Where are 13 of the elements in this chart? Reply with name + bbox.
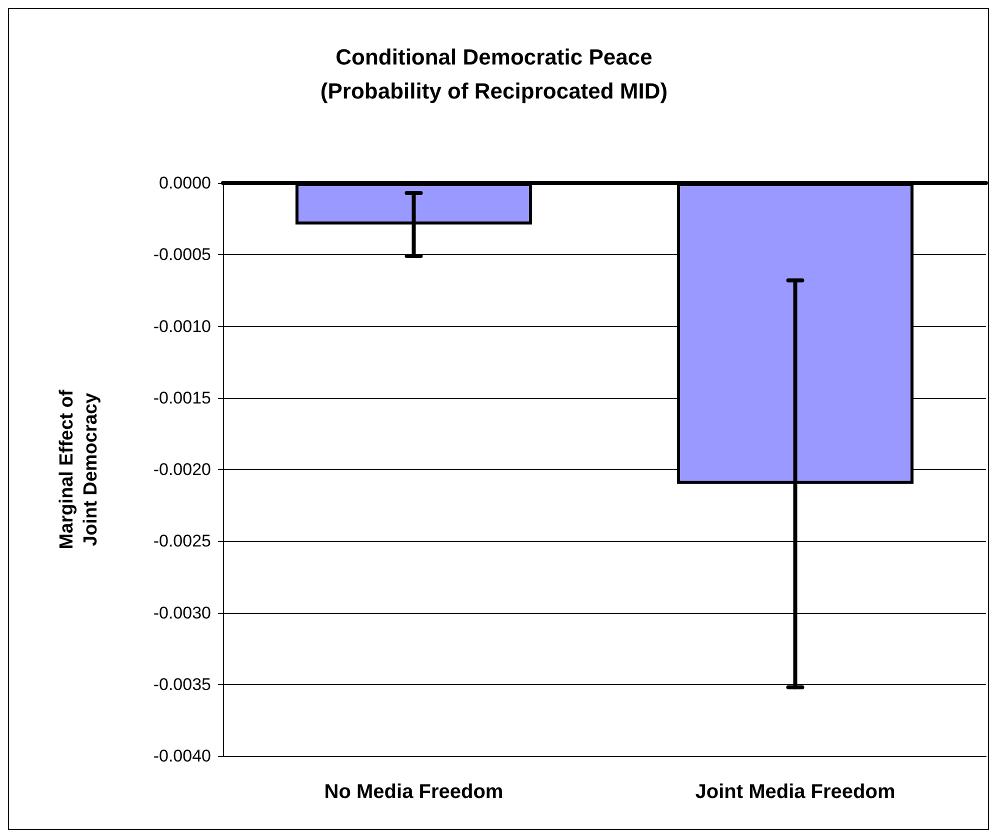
chart-title: Conditional Democratic Peace (Probability of Reciprocated MID)	[320, 44, 668, 104]
y-tick-label: -0.0005	[153, 245, 211, 264]
y-tick-label: -0.0025	[153, 532, 211, 551]
y-axis-title: Marginal Effect of Joint Democracy	[56, 389, 102, 550]
y-tick-label: -0.0030	[153, 603, 211, 622]
y-tick-label: -0.0020	[153, 460, 211, 479]
y-tick-label: -0.0035	[153, 674, 211, 694]
x-tick-label: No Media Freedom	[324, 781, 504, 803]
y-tick-label: 0.0000	[159, 174, 211, 192]
y-tick-label: -0.0040	[153, 746, 211, 766]
y-tick-label: -0.0015	[153, 388, 211, 408]
x-tick-label: Joint Media Freedom	[695, 781, 896, 803]
y-tick-label: -0.0010	[153, 316, 211, 336]
